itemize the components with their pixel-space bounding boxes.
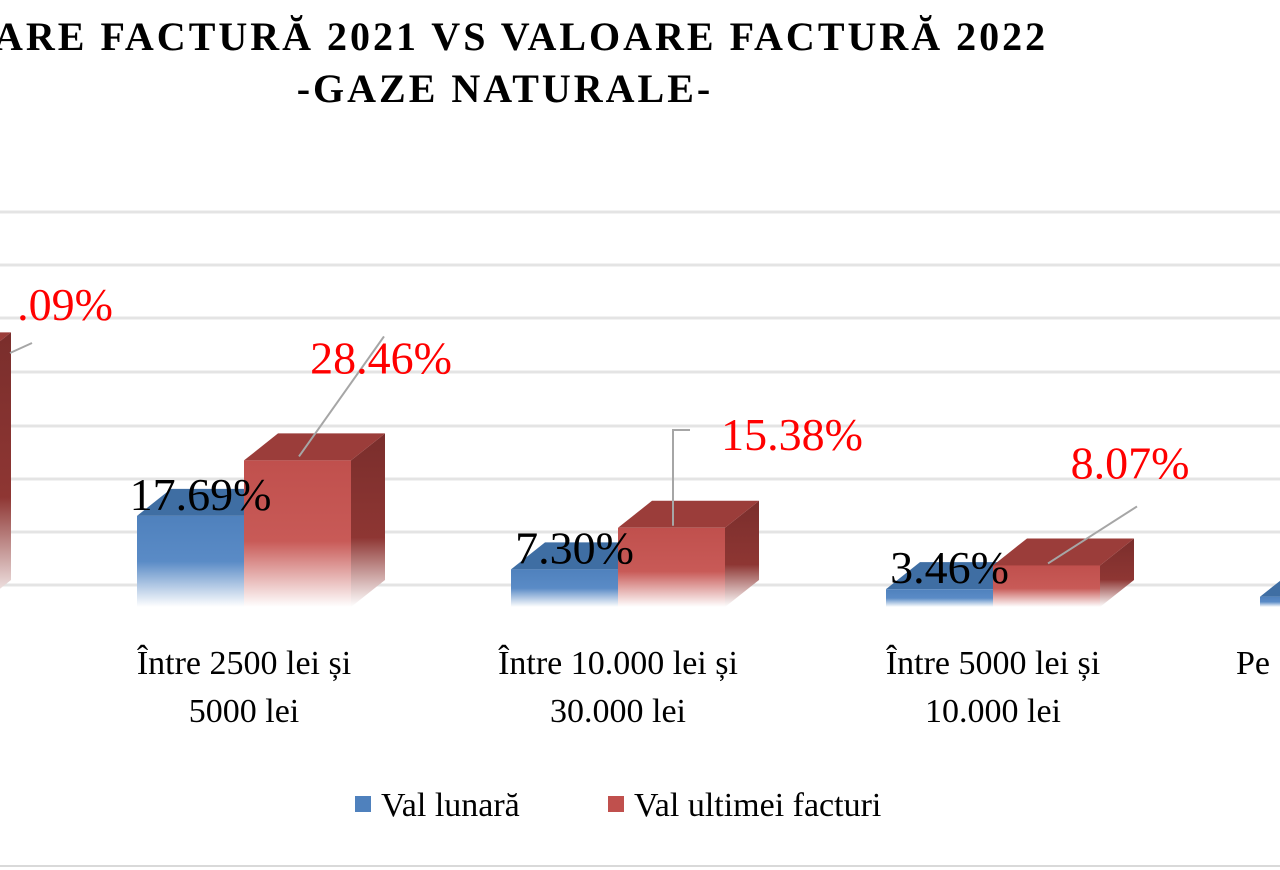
blue-bar-front-3 — [886, 589, 993, 607]
blue-bar-top-1 — [137, 488, 278, 516]
value-label-series1-1: 17.69% — [130, 469, 272, 520]
legend-label-series1: Val lunară — [381, 787, 520, 824]
legend-swatch-red — [608, 796, 624, 812]
blue-bar-front-2 — [511, 569, 618, 607]
red-bar-top-3 — [993, 538, 1134, 566]
red-bar-1 — [244, 433, 385, 607]
chart-title-line-2: -GAZE NATURALE- — [297, 66, 714, 111]
leader-line-3 — [1047, 505, 1138, 565]
value-label-series2-0: .09% — [17, 279, 113, 330]
leader-line-1 — [298, 335, 385, 458]
red-bar-side-3 — [1100, 538, 1134, 607]
red-bar-top-2 — [618, 500, 759, 528]
blue-bar-top-2 — [511, 542, 652, 570]
red-bar-side-2 — [725, 500, 759, 607]
category-label-1-line-0: Între 2500 lei și — [137, 645, 351, 682]
value-label-series2-2: 15.38% — [721, 409, 863, 460]
blue-bar-front-4 — [1260, 596, 1280, 607]
category-label-1-line-1: 5000 lei — [189, 693, 299, 730]
chart-title-line-1: ARE FACTURĂ 2021 VS VALOARE FACTURĂ 2022 — [0, 14, 1048, 59]
category-labels: Între 2500 lei și 5000 lei Între 10.000 le… — [137, 645, 1270, 730]
leader-line-2 — [672, 429, 690, 526]
red-bar-2 — [618, 500, 759, 607]
category-label-2-line-0: Între 10.000 lei și — [498, 645, 738, 682]
red-bar-front-2 — [618, 527, 725, 607]
leader-lines — [9, 335, 1138, 565]
legend-swatch-blue — [355, 796, 371, 812]
red-bar-0 — [0, 332, 11, 589]
blue-bar-top-3 — [886, 562, 1027, 590]
red-bar-front-3 — [993, 565, 1100, 607]
red-bar-front-1 — [244, 460, 351, 607]
value-label-series2-1: 28.46% — [310, 332, 452, 383]
blue-bar-top-4 — [1260, 580, 1280, 597]
red-bar-side-0 — [0, 332, 11, 589]
bars-group — [0, 332, 1280, 607]
red-bar-3 — [993, 538, 1134, 607]
blue-bar-3 — [886, 562, 1027, 607]
leader-line-0 — [9, 342, 33, 354]
value-label-series2-3: 8.07% — [1071, 437, 1190, 488]
chart-title: ARE FACTURĂ 2021 VS VALOARE FACTURĂ 2022… — [0, 14, 1048, 111]
category-label-3-line-1: 10.000 lei — [925, 693, 1061, 730]
value-label-series1-3: 3.46% — [890, 542, 1009, 593]
red-bar-top-0 — [0, 332, 11, 342]
data-labels: .09%17.69%28.46%7.30%15.38%3.46%8.07%2. — [17, 279, 1190, 593]
red-bar-top-1 — [244, 433, 385, 461]
red-bar-side-1 — [351, 433, 385, 607]
category-label-4-line-0: Pe — [1236, 645, 1270, 682]
category-label-2-line-1: 30.000 lei — [550, 693, 686, 730]
legend: Val lunară Val ultimei facturi — [355, 787, 881, 824]
blue-bar-4 — [1260, 580, 1280, 607]
value-label-series1-2: 7.30% — [515, 522, 634, 573]
legend-label-series2: Val ultimei facturi — [634, 787, 881, 824]
category-label-3-line-0: Între 5000 lei și — [886, 645, 1100, 682]
blue-bar-front-1 — [137, 515, 244, 607]
